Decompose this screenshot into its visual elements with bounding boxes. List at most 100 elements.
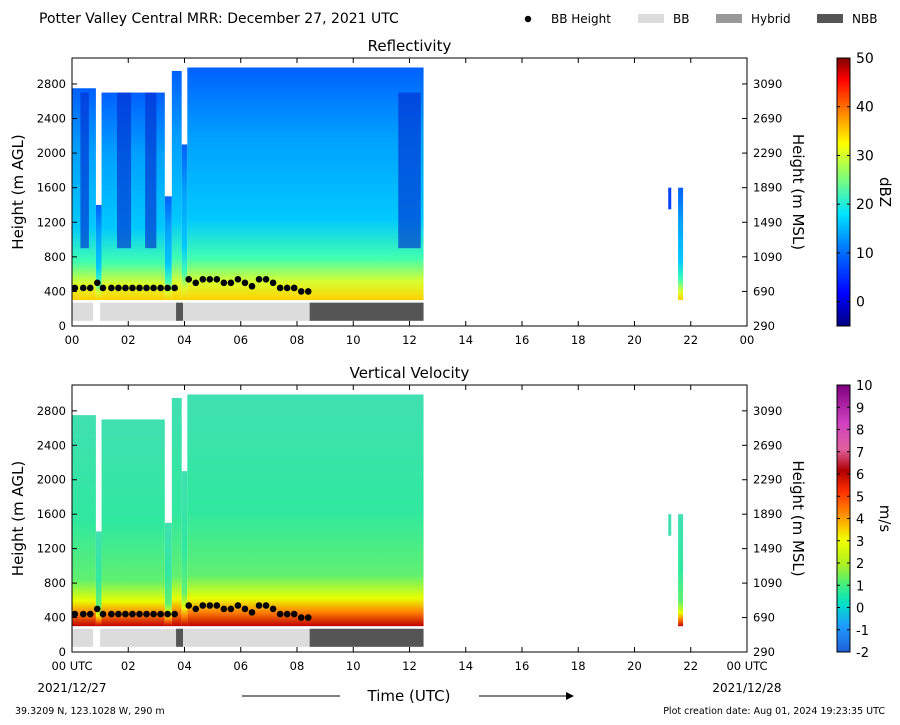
- x-tick-label: 06: [233, 333, 248, 347]
- bb-height-point: [297, 288, 305, 295]
- legend-label: BB: [673, 12, 689, 26]
- colorbar-tick-label: 1: [856, 579, 864, 594]
- y-tick-label-right: 3090: [753, 77, 782, 91]
- colorbar-label: m/s: [876, 505, 894, 533]
- echo-fragment: [668, 187, 672, 210]
- x-tick-label: 16: [515, 659, 530, 673]
- y-tick-label-right: 3090: [753, 404, 782, 418]
- x-tick-label: 12: [402, 333, 417, 347]
- y-axis-label-right: Height (m MSL): [789, 134, 807, 250]
- colorbar-tick-label: 50: [856, 51, 874, 67]
- colorbar-tick-label: 8: [856, 424, 864, 439]
- x-tick-label: 20: [627, 659, 642, 673]
- bb-height-point: [164, 284, 171, 292]
- bb-height-point: [304, 288, 312, 295]
- x-tick-label: 00: [65, 333, 80, 347]
- bb-height-point: [290, 284, 298, 292]
- bb-height-point: [248, 282, 256, 290]
- bb-height-point: [136, 284, 143, 292]
- bb-height-point: [227, 279, 235, 287]
- y-tick-label-left: 1600: [37, 507, 66, 521]
- bb-height-point: [171, 610, 178, 618]
- bb-height-point: [269, 279, 277, 287]
- y-axis-label-left: Height (m AGL): [9, 134, 27, 249]
- legend-item-nbb: NBB: [817, 12, 877, 26]
- bb-height-point: [86, 610, 94, 618]
- bb-height-point: [86, 284, 94, 292]
- x-tick-label: 04: [177, 333, 192, 347]
- x-axis-label-arrow-head: [566, 692, 574, 700]
- y-tick-label-right: 2690: [753, 112, 782, 126]
- y-tick-label-left: 2000: [37, 146, 66, 160]
- bb-height-point: [115, 610, 122, 618]
- bb-height-point: [150, 610, 157, 618]
- colorbar-tick-label: 20: [856, 197, 874, 213]
- y-tick-label-left: 400: [44, 284, 66, 298]
- echo-fragment: [678, 514, 684, 627]
- bb-height-point: [255, 276, 263, 283]
- legend-swatch: [716, 14, 742, 23]
- bb-height-point: [213, 276, 221, 283]
- echo-fragment: [668, 514, 672, 536]
- colorbar-tick-label: 7: [856, 446, 864, 461]
- echo-fragment: [678, 187, 684, 301]
- colorbar-tick-label: 4: [856, 513, 864, 528]
- bb-height-point: [269, 605, 277, 613]
- bb-height-point: [192, 605, 200, 613]
- bb-height-point: [255, 602, 263, 609]
- x-tick-label: 16: [515, 333, 530, 347]
- bb-type-segment-bb: [183, 628, 310, 647]
- x-tick-label: 10: [346, 333, 361, 347]
- field-streak: [398, 92, 421, 249]
- y-tick-label-right: 690: [753, 611, 775, 625]
- bb-height-point: [262, 276, 270, 283]
- colorbar-tick-label: 40: [856, 100, 874, 116]
- bb-height-point: [206, 276, 214, 283]
- legend-swatch: [817, 14, 843, 23]
- bb-height-point: [108, 610, 115, 618]
- bb-height-point: [143, 610, 150, 618]
- legend-swatch: [638, 14, 664, 23]
- legend-label: Hybrid: [751, 12, 791, 26]
- y-tick-label-right: 1490: [753, 542, 782, 556]
- bb-height-point: [94, 279, 101, 287]
- bb-height-point: [206, 602, 214, 609]
- bb-height-point: [71, 284, 79, 292]
- bb-height-point: [234, 602, 242, 609]
- figure-title: Potter Valley Central MRR: December 27, …: [39, 11, 399, 27]
- bb-type-segment-bb: [183, 302, 310, 321]
- bb-height-point: [192, 279, 200, 287]
- field-slab: [187, 394, 424, 627]
- legend-label: BB Height: [551, 12, 611, 26]
- x-tick-label: 08: [290, 333, 305, 347]
- colorbar-label: dBZ: [876, 177, 894, 207]
- bright-band-height-points: [71, 602, 312, 621]
- x-tick-label: 22: [683, 333, 698, 347]
- colorbar-tick-label: -1: [856, 624, 869, 639]
- bb-height-point: [185, 276, 193, 283]
- field-slab: [95, 531, 102, 627]
- bb-height-point: [297, 614, 305, 621]
- y-tick-label-right: 2290: [753, 146, 782, 160]
- x-tick-label: 14: [458, 333, 473, 347]
- bright-band-type-bar: [72, 628, 424, 647]
- bb-height-point: [234, 276, 242, 283]
- x-tick-label: 08: [290, 659, 305, 673]
- y-tick-label-left: 1600: [37, 181, 66, 195]
- x-tick-label: 14: [458, 659, 473, 673]
- y-tick-label-right: 1490: [753, 215, 782, 229]
- field-slab: [187, 67, 424, 301]
- y-tick-label-left: 800: [44, 576, 66, 590]
- bb-height-point: [304, 614, 312, 621]
- y-tick-label-right: 690: [753, 284, 775, 298]
- x-tick-label: 12: [402, 659, 417, 673]
- bb-height-point: [262, 602, 270, 609]
- colorbar-tick-label: 3: [856, 535, 864, 550]
- field-slab: [72, 415, 96, 627]
- bb-type-segment-bb: [100, 302, 177, 321]
- colorbar-scale: [836, 57, 851, 327]
- bb-height-point: [241, 605, 249, 613]
- bb-height-point: [220, 605, 228, 613]
- bb-height-point: [199, 602, 207, 609]
